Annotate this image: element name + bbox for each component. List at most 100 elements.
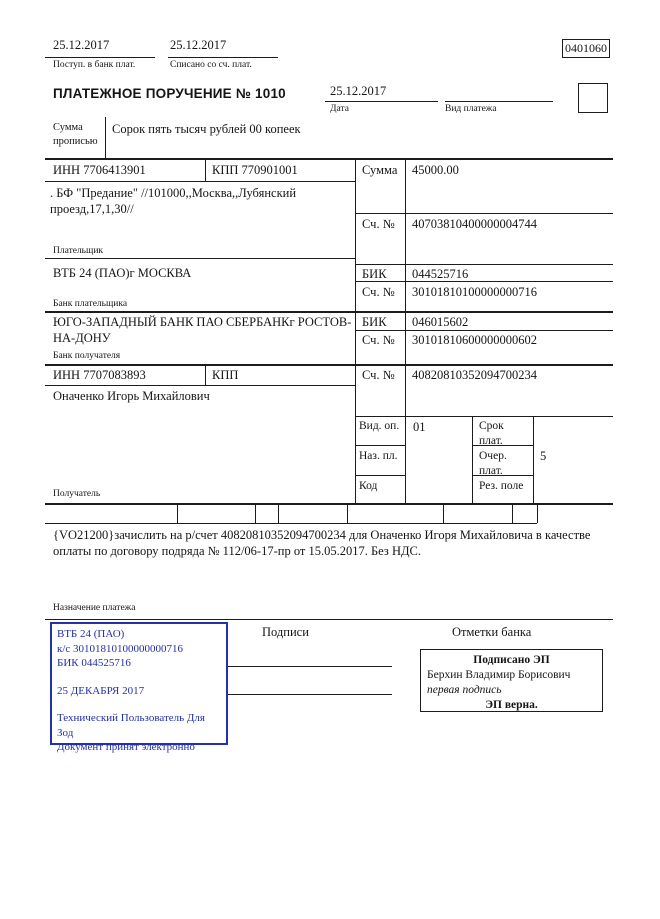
payment-type-underline	[445, 101, 553, 102]
payee-bank-name: ЮГО-ЗАПАДНЫЙ БАНК ПАО СБЕРБАНКг РОСТОВ-Н…	[53, 315, 352, 346]
sum-label: Сумма	[362, 163, 398, 177]
payer-account-label: Сч. №	[362, 217, 395, 231]
term-label: Срок плат.	[479, 420, 504, 447]
table-line	[45, 619, 613, 620]
stamp-bank-name: ВТБ 24 (ПАО)	[57, 628, 125, 640]
table-line	[45, 385, 355, 386]
e-signature-type: первая подпись	[427, 683, 502, 696]
signature-line-1	[228, 666, 392, 667]
table-line	[347, 503, 348, 523]
table-line	[355, 445, 405, 446]
table-line	[255, 503, 256, 523]
table-line	[355, 264, 613, 265]
table-line	[205, 158, 206, 181]
e-signature-verified: ЭП верна.	[485, 698, 538, 711]
reserve-label: Рез. поле	[479, 480, 524, 492]
document-title: ПЛАТЕЖНОЕ ПОРУЧЕНИЕ № 1010	[53, 86, 286, 101]
table-line	[45, 364, 613, 366]
received-date-underline	[45, 57, 155, 58]
debited-date-underline	[168, 57, 278, 58]
table-line	[45, 158, 613, 160]
table-line	[405, 158, 406, 503]
table-line	[205, 364, 206, 385]
table-line	[512, 503, 513, 523]
e-signature-title: Подписано ЭП	[473, 654, 550, 666]
payer-name: . БФ "Предание" //101000,,Москва,,Лубянс…	[50, 186, 297, 217]
table-line	[355, 475, 405, 476]
amount-words-label-line2: прописью	[53, 136, 98, 147]
table-line	[177, 503, 178, 523]
op-type-label: Вид. оп.	[359, 420, 400, 432]
amount-words-label-line1: Сумма	[53, 122, 83, 133]
payer-bank-account: 30101810100000000716	[412, 285, 537, 299]
payer-bank-name: ВТБ 24 (ПАО)г МОСКВА	[53, 266, 192, 280]
payee-bank-bik-label: БИК	[362, 315, 387, 329]
payee-account-label: Сч. №	[362, 368, 395, 382]
code-label: Код	[359, 480, 378, 492]
payment-type-label: Вид платежа	[445, 104, 497, 114]
table-line	[355, 213, 613, 214]
date-underline	[325, 101, 438, 102]
stamp-bik: БИК 044525716	[57, 657, 131, 670]
amount-words-divider	[105, 117, 106, 158]
payment-purpose-text: {VO21200}зачислить на р/счет 40820810352…	[53, 528, 591, 559]
table-line	[278, 503, 279, 523]
payer-inn: ИНН 7706413901	[53, 163, 146, 177]
document-date: 25.12.2017	[330, 84, 387, 98]
status-field-box	[578, 83, 608, 113]
table-line	[45, 523, 537, 524]
stamp-note: Документ принят электронно	[57, 741, 195, 754]
payee-name: Оначенко Игорь Михайлович	[53, 389, 210, 403]
table-line	[533, 416, 534, 503]
received-in-bank-label: Поступ. в банк плат.	[53, 60, 136, 70]
table-line	[443, 503, 444, 523]
payee-bank-account-label: Сч. №	[362, 333, 395, 347]
payer-bank-label: Банк плательщика	[53, 299, 128, 309]
table-line	[45, 503, 613, 505]
form-code-box: 0401060	[562, 39, 610, 58]
payee-kpp-label: КПП	[212, 368, 239, 382]
signature-line-2	[228, 694, 392, 695]
bank-stamp: ВТБ 24 (ПАО) к/с 30101810100000000716 БИ…	[50, 622, 228, 753]
order-label: Очер. плат.	[479, 450, 507, 477]
purpose-code-label: Наз. пл.	[359, 450, 398, 462]
table-line	[355, 330, 613, 331]
debited-from-account-date: 25.12.2017	[170, 38, 227, 52]
table-line	[355, 416, 613, 417]
payee-bank-account: 30101810600000000602	[412, 333, 537, 347]
payer-bank-bik-label: БИК	[362, 267, 387, 281]
payee-inn: ИНН 7707083893	[53, 368, 146, 382]
payment-purpose-label: Назначение платежа	[53, 603, 136, 613]
op-type-value: 01	[413, 420, 426, 434]
stamp-corr-account: к/с 30101810100000000716	[57, 642, 184, 655]
stamp-spacer	[57, 698, 221, 711]
payer-account: 40703810400000004744	[412, 217, 537, 231]
table-line	[472, 416, 473, 503]
payer-label: Плательщик	[53, 246, 104, 256]
stamp-spacer	[57, 671, 221, 684]
bank-marks-header: Отметки банка	[452, 625, 532, 639]
table-line	[355, 281, 613, 282]
debited-from-account-label: Списано со сч. плат.	[170, 60, 252, 70]
stamp-user: Технический Пользователь Для Зод	[57, 712, 205, 739]
amount-in-words: Сорок пять тысяч рублей 00 копеек	[112, 122, 301, 136]
payee-bank-bik: 046015602	[412, 315, 469, 329]
table-line	[45, 181, 355, 182]
payer-bank-account-label: Сч. №	[362, 285, 395, 299]
table-line	[45, 258, 355, 259]
table-line	[45, 311, 613, 313]
e-signature-signer: Берхин Владимир Борисович	[427, 668, 571, 681]
table-line	[472, 445, 533, 446]
e-signature-box: Подписано ЭП Берхин Владимир Борисович п…	[420, 649, 603, 712]
payee-bank-label: Банк получателя	[53, 351, 121, 361]
stamp-date: 25 ДЕКАБРЯ 2017	[57, 684, 145, 697]
table-line	[472, 475, 533, 476]
table-line	[355, 158, 356, 503]
table-line	[537, 503, 538, 523]
payer-bank-bik: 044525716	[412, 267, 469, 281]
sum-value: 45000.00	[412, 163, 459, 177]
signatures-header: Подписи	[262, 625, 309, 639]
order-value: 5	[540, 449, 547, 463]
date-label: Дата	[330, 104, 349, 114]
